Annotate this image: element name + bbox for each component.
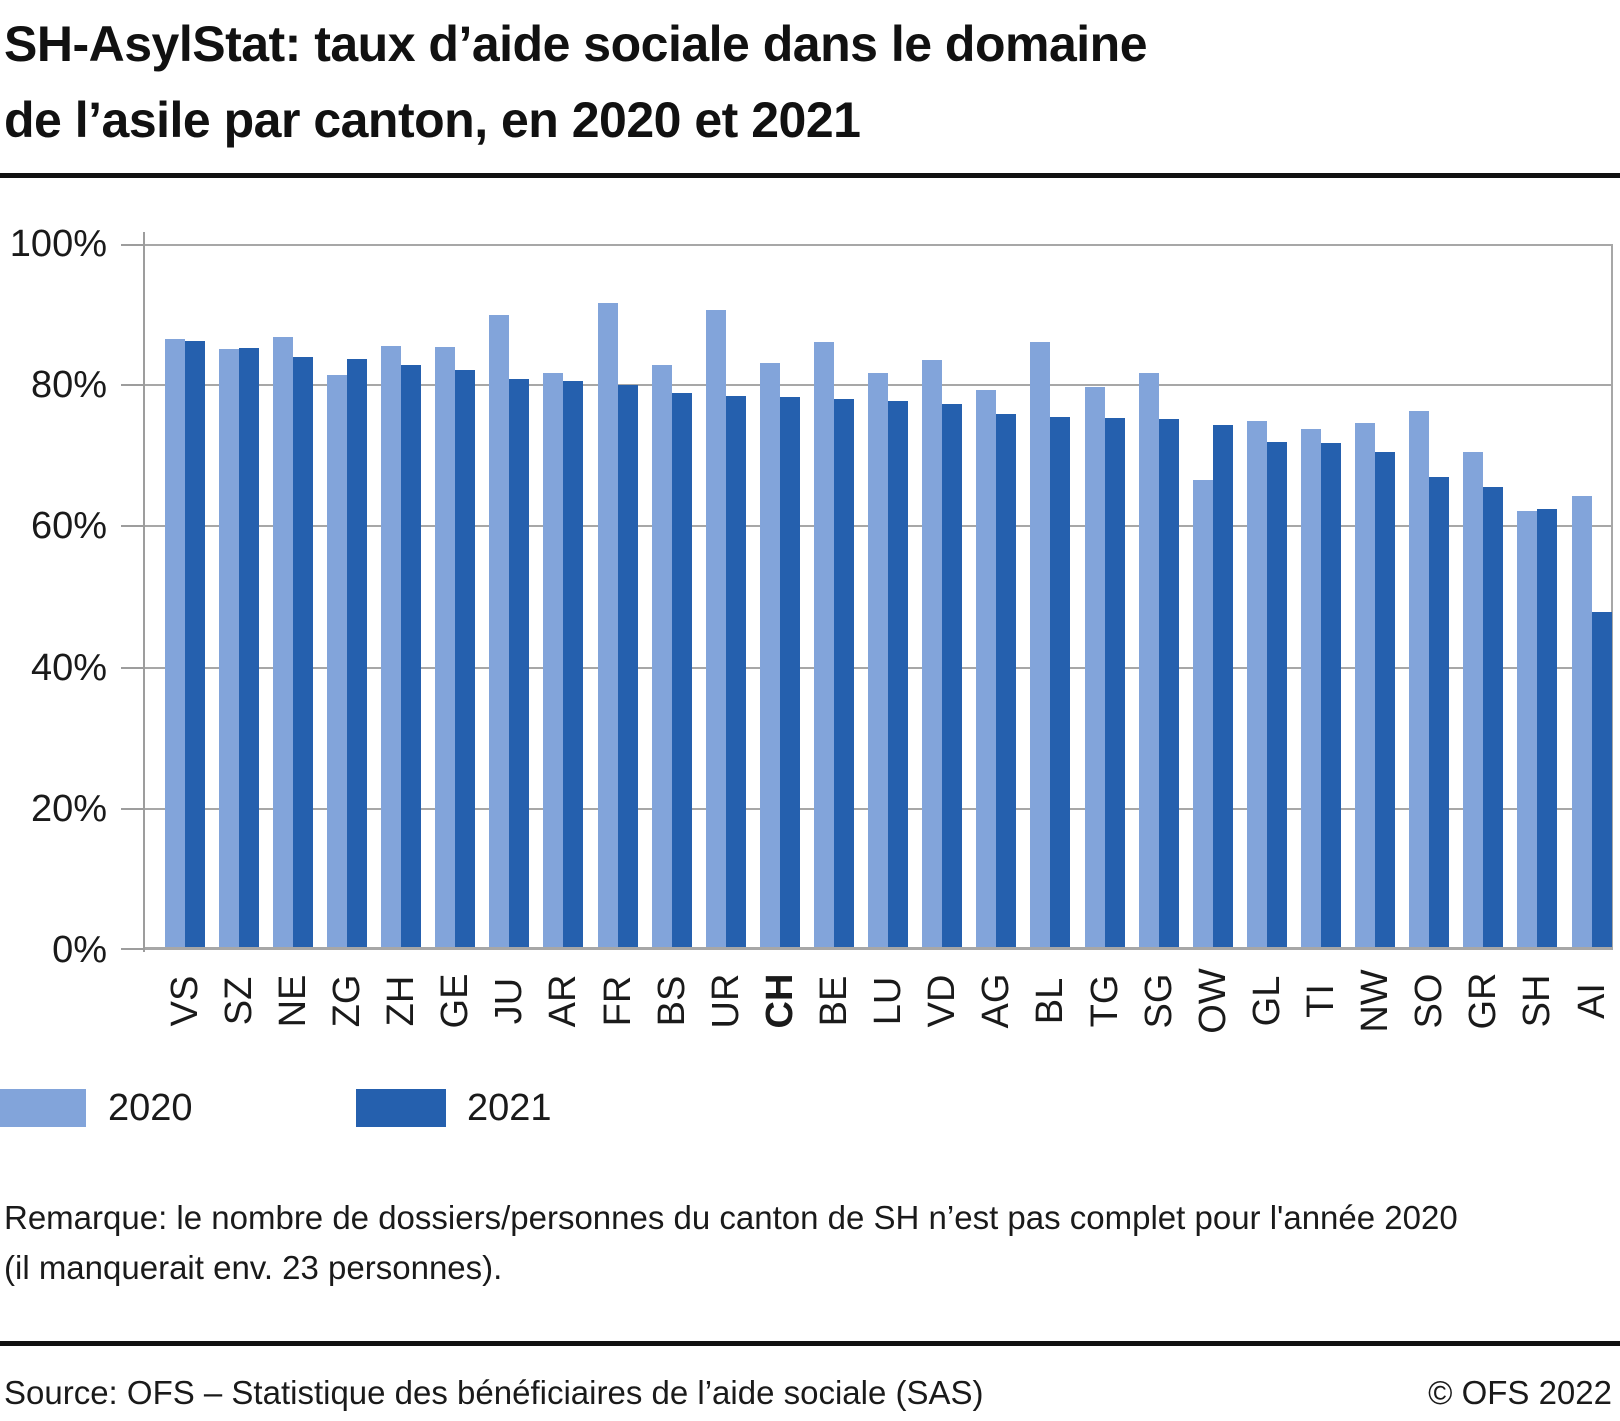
y-axis-label-0: 0% bbox=[52, 929, 107, 971]
y-axis-label-100: 100% bbox=[9, 223, 107, 265]
bar-TI-2021 bbox=[1321, 443, 1341, 947]
bar-VS-2021 bbox=[184, 340, 205, 947]
bar-AI-2020 bbox=[1571, 496, 1592, 947]
y-tick-20 bbox=[121, 807, 143, 810]
bar-AR-2020 bbox=[543, 372, 564, 947]
bar-VD-2020 bbox=[922, 359, 943, 947]
bar-NE-2021 bbox=[292, 356, 313, 947]
chart-title-line2: de l’asile par canton, en 2020 et 2021 bbox=[4, 92, 861, 148]
bar-SH-2021 bbox=[1537, 508, 1558, 947]
bar-OW-2021 bbox=[1212, 425, 1233, 947]
bar-UR-2020 bbox=[705, 309, 726, 947]
y-tick-60 bbox=[121, 525, 143, 528]
bar-ZG-2020 bbox=[327, 375, 348, 947]
bar-SZ-2020 bbox=[218, 349, 239, 947]
bar-AG-2020 bbox=[976, 390, 997, 947]
legend: 2020 2021 bbox=[0, 1087, 1620, 1129]
bar-TG-2021 bbox=[1104, 418, 1125, 947]
bar-GR-2020 bbox=[1463, 452, 1484, 947]
bar-GL-2021 bbox=[1266, 442, 1287, 947]
bar-BL-2021 bbox=[1050, 416, 1071, 947]
legend-label-2020: 2020 bbox=[108, 1087, 193, 1129]
bar-BE-2021 bbox=[834, 399, 855, 947]
plot-area: 0% 20% 40% 60% 80% 100% VS SZ NE ZG ZH GE JU AR FR BS UR… bbox=[10, 223, 1613, 1034]
bar-NE-2020 bbox=[272, 336, 293, 947]
x-axis-label-AI: AI bbox=[1570, 983, 1613, 1019]
chart-note: Remarque: le nombre de dossiers/personne… bbox=[4, 1193, 1604, 1293]
footer-divider bbox=[0, 1341, 1620, 1346]
bar-AI-2021 bbox=[1591, 611, 1612, 947]
bar-GR-2021 bbox=[1483, 486, 1504, 947]
bar-FR-2020 bbox=[597, 303, 618, 947]
bar-SH-2020 bbox=[1517, 510, 1538, 947]
bar-VD-2021 bbox=[942, 404, 963, 947]
bar-JU-2021 bbox=[509, 378, 530, 947]
bar-VS-2020 bbox=[164, 338, 185, 947]
bar-ZG-2021 bbox=[347, 359, 368, 947]
bar-SG-2020 bbox=[1138, 373, 1159, 947]
y-tick-40 bbox=[121, 666, 143, 669]
footer-source: Source: OFS – Statistique des bénéficiai… bbox=[4, 1374, 984, 1411]
bar-NW-2021 bbox=[1375, 452, 1396, 947]
bar-FR-2021 bbox=[617, 384, 638, 947]
legend-label-2021: 2021 bbox=[467, 1087, 552, 1129]
title-divider bbox=[0, 173, 1620, 178]
gridline-0 bbox=[145, 947, 1613, 950]
y-tick-0 bbox=[121, 948, 143, 950]
bar-SG-2021 bbox=[1158, 419, 1179, 947]
gridline-100 bbox=[145, 244, 1613, 246]
bar-OW-2020 bbox=[1192, 479, 1213, 947]
chart-title-line1: SH-AsylStat: taux d’aide sociale dans le… bbox=[4, 16, 1148, 72]
bar-TI-2020 bbox=[1301, 428, 1321, 947]
bar-NW-2020 bbox=[1355, 422, 1376, 947]
bar-JU-2020 bbox=[489, 315, 510, 947]
bar-GE-2021 bbox=[455, 369, 476, 947]
footer: Source: OFS – Statistique des bénéficiai… bbox=[4, 1372, 1612, 1414]
y-axis-label-40: 40% bbox=[30, 646, 107, 689]
y-axis-label-60: 60% bbox=[30, 505, 107, 548]
bar-GE-2020 bbox=[435, 347, 456, 947]
footer-copyright: © OFS 2022 bbox=[1428, 1374, 1612, 1411]
y-tick-100 bbox=[121, 244, 143, 246]
bar-GL-2020 bbox=[1246, 420, 1267, 947]
bar-AG-2021 bbox=[996, 414, 1017, 947]
legend-swatch-2021 bbox=[356, 1089, 446, 1127]
bar-UR-2021 bbox=[725, 395, 746, 947]
bar-BL-2020 bbox=[1030, 342, 1051, 947]
y-axis-label-80: 80% bbox=[30, 364, 107, 407]
bar-TG-2020 bbox=[1084, 386, 1105, 947]
bar-BS-2020 bbox=[651, 365, 672, 947]
bar-CH-2021 bbox=[779, 397, 800, 947]
legend-swatch-2020 bbox=[0, 1089, 86, 1127]
y-tick-80 bbox=[121, 384, 143, 387]
bar-ZH-2021 bbox=[401, 364, 422, 947]
chart-title: SH-AsylStat: taux d’aide sociale dans le… bbox=[4, 6, 1604, 158]
bar-ZH-2020 bbox=[381, 346, 402, 947]
bar-BE-2020 bbox=[814, 342, 835, 947]
y-axis-label-20: 20% bbox=[30, 787, 107, 830]
bar-LU-2021 bbox=[888, 400, 909, 947]
bar-LU-2020 bbox=[868, 373, 889, 947]
chart-note-line1: Remarque: le nombre de dossiers/personne… bbox=[4, 1199, 1458, 1236]
bar-SO-2020 bbox=[1409, 411, 1430, 947]
plot-right-border bbox=[1611, 244, 1613, 950]
bar-AR-2021 bbox=[563, 380, 584, 947]
bar-BS-2021 bbox=[671, 392, 692, 947]
y-axis-line bbox=[143, 232, 145, 952]
bar-SO-2021 bbox=[1429, 476, 1450, 947]
bar-CH-2020 bbox=[759, 363, 780, 947]
chart-note-line2: (il manquerait env. 23 personnes). bbox=[4, 1249, 503, 1286]
bar-SZ-2021 bbox=[238, 347, 259, 947]
